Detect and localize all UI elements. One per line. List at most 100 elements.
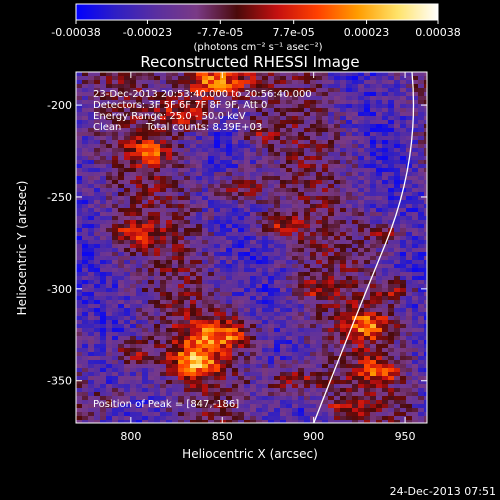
map-pixel	[172, 148, 179, 153]
map-pixel	[280, 212, 287, 217]
map-pixel	[298, 184, 305, 189]
map-pixel	[376, 332, 383, 337]
map-pixel	[346, 176, 353, 181]
map-pixel	[250, 368, 257, 373]
map-pixel	[244, 396, 251, 401]
map-pixel	[346, 148, 353, 153]
map-pixel	[358, 204, 365, 209]
map-pixel	[106, 344, 113, 349]
map-pixel	[142, 128, 149, 133]
map-pixel	[286, 404, 293, 409]
map-pixel	[382, 352, 389, 357]
map-pixel	[424, 248, 427, 253]
map-pixel	[130, 384, 137, 389]
map-pixel	[82, 228, 89, 233]
map-pixel	[208, 80, 215, 85]
map-pixel	[358, 100, 365, 105]
map-pixel	[136, 176, 143, 181]
map-pixel	[112, 400, 119, 405]
map-pixel	[106, 84, 113, 89]
map-pixel	[286, 100, 293, 105]
map-pixel	[118, 224, 125, 229]
map-pixel	[154, 232, 161, 237]
map-pixel	[208, 120, 215, 125]
map-pixel	[424, 164, 427, 169]
map-pixel	[142, 220, 149, 225]
map-pixel	[94, 352, 101, 357]
map-pixel	[418, 292, 425, 297]
map-pixel	[112, 96, 119, 101]
map-pixel	[190, 72, 197, 77]
map-pixel	[88, 212, 95, 217]
map-pixel	[280, 88, 287, 93]
map-pixel	[76, 324, 83, 329]
map-pixel	[226, 200, 233, 205]
map-pixel	[340, 328, 347, 333]
map-pixel	[214, 124, 221, 129]
map-pixel	[124, 348, 131, 353]
map-pixel	[400, 364, 407, 369]
map-pixel	[94, 304, 101, 309]
map-pixel	[172, 92, 179, 97]
map-pixel	[352, 160, 359, 165]
map-pixel	[232, 276, 239, 281]
map-pixel	[184, 124, 191, 129]
map-pixel	[292, 324, 299, 329]
map-pixel	[418, 384, 425, 389]
map-pixel	[340, 176, 347, 181]
map-pixel	[178, 180, 185, 185]
map-pixel	[142, 236, 149, 241]
map-pixel	[100, 104, 107, 109]
map-pixel	[418, 376, 425, 381]
map-pixel	[346, 228, 353, 233]
map-pixel	[370, 164, 377, 169]
map-pixel	[322, 304, 329, 309]
map-pixel	[190, 364, 197, 369]
map-pixel	[364, 152, 371, 157]
map-pixel	[250, 332, 257, 337]
map-pixel	[394, 112, 401, 117]
map-pixel	[358, 272, 365, 277]
map-pixel	[358, 128, 365, 133]
map-pixel	[172, 236, 179, 241]
map-pixel	[304, 184, 311, 189]
map-pixel	[328, 268, 335, 273]
map-pixel	[100, 400, 107, 405]
map-pixel	[424, 396, 427, 401]
map-pixel	[94, 120, 101, 125]
map-pixel	[106, 348, 113, 353]
map-pixel	[226, 284, 233, 289]
map-pixel	[328, 220, 335, 225]
map-pixel	[400, 328, 407, 333]
map-pixel	[232, 136, 239, 141]
map-pixel	[250, 388, 257, 393]
map-pixel	[262, 160, 269, 165]
map-pixel	[382, 304, 389, 309]
map-pixel	[202, 152, 209, 157]
map-pixel	[268, 312, 275, 317]
map-pixel	[244, 316, 251, 321]
map-pixel	[100, 120, 107, 125]
map-pixel	[196, 272, 203, 277]
map-pixel	[388, 312, 395, 317]
map-pixel	[94, 124, 101, 129]
map-pixel	[208, 152, 215, 157]
map-pixel	[250, 292, 257, 297]
map-pixel	[250, 288, 257, 293]
map-pixel	[100, 356, 107, 361]
map-pixel	[304, 196, 311, 201]
map-pixel	[118, 208, 125, 213]
map-pixel	[286, 392, 293, 397]
map-pixel	[394, 156, 401, 161]
map-pixel	[214, 384, 221, 389]
map-pixel	[274, 296, 281, 301]
map-pixel	[250, 392, 257, 397]
map-pixel	[274, 104, 281, 109]
map-pixel	[184, 188, 191, 193]
map-pixel	[82, 232, 89, 237]
map-pixel	[190, 312, 197, 317]
map-pixel	[376, 372, 383, 377]
map-pixel	[76, 296, 83, 301]
map-pixel	[202, 260, 209, 265]
map-pixel	[328, 276, 335, 281]
